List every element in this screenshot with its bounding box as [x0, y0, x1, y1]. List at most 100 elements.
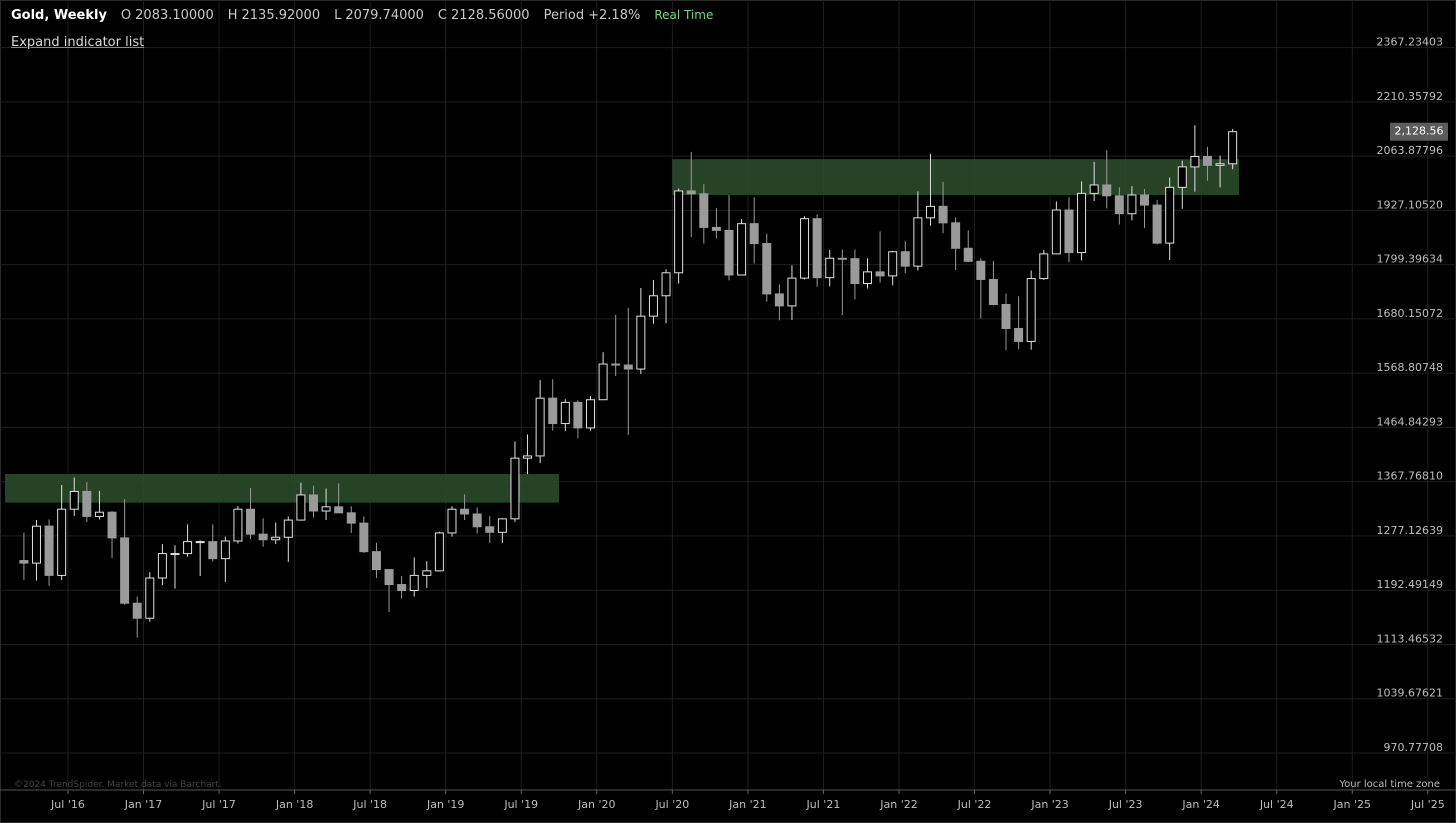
candle-body: [1177, 166, 1187, 188]
candle-body: [1190, 155, 1200, 168]
candle-body: [434, 532, 444, 572]
candle-body: [371, 551, 381, 571]
y-tick-label: 1464.84293: [1377, 415, 1443, 428]
x-tick-label: Jan '22: [879, 798, 917, 811]
x-tick-label: Jan '19: [426, 798, 464, 811]
ohlc-value: 2135.92000: [241, 8, 321, 23]
candle-body: [611, 363, 621, 366]
candle-body: [837, 257, 847, 260]
candle-body: [737, 223, 747, 276]
candle-body: [1039, 253, 1049, 280]
y-tick-label: 1192.49149: [1377, 578, 1443, 591]
ohlc-label: L: [334, 8, 342, 23]
candle-body: [1001, 303, 1011, 329]
candle-body: [573, 401, 583, 429]
x-tick-label: Jul '19: [503, 798, 538, 811]
x-tick-label: Jan '25: [1333, 798, 1371, 811]
x-tick-label: Jan '23: [1030, 798, 1068, 811]
candle-body: [585, 399, 595, 429]
ohlc-close: C 2128.56000: [438, 8, 530, 23]
ohlc-label: O: [120, 8, 132, 23]
candle-body: [145, 577, 155, 619]
candle-body: [296, 494, 306, 521]
candle-body: [674, 190, 684, 274]
candle-body: [711, 226, 721, 231]
y-tick-label: 1568.80748: [1377, 361, 1443, 374]
x-tick-label: Jan '17: [124, 798, 162, 811]
candle-body: [535, 397, 545, 457]
candle-body: [359, 522, 369, 553]
candle-body: [787, 277, 797, 307]
candle-body: [888, 251, 898, 277]
candle-body: [925, 205, 935, 219]
candle-body: [1077, 192, 1087, 254]
candle-body: [195, 541, 205, 544]
candle-body: [749, 223, 759, 245]
candle-body: [774, 293, 784, 307]
candle-body: [183, 541, 193, 555]
y-tick-label: 1277.12639: [1377, 524, 1443, 537]
candle-body: [170, 553, 180, 556]
candle-body: [346, 512, 356, 524]
y-tick-label: 1113.46532: [1377, 632, 1443, 645]
candle-body: [850, 258, 860, 285]
x-tick-label: Jul '21: [806, 798, 841, 811]
x-tick-label: Jul '25: [1410, 798, 1445, 811]
candle-body: [233, 508, 243, 542]
candle-body: [1089, 184, 1099, 194]
candle-body: [724, 229, 734, 276]
candle-body: [560, 401, 570, 425]
candle-body: [220, 540, 230, 560]
period: Period +2.18%: [544, 8, 641, 23]
candle-body: [1102, 184, 1112, 197]
candle-body: [1014, 327, 1024, 342]
y-tick-label: 1367.76810: [1377, 470, 1443, 483]
candle-body: [661, 272, 671, 297]
candle-body: [800, 218, 810, 279]
candle-body: [900, 251, 910, 267]
x-tick-label: Jul '23: [1108, 798, 1143, 811]
x-tick-label: Jul '20: [654, 798, 689, 811]
x-tick-label: Jan '24: [1181, 798, 1219, 811]
candle-body: [120, 537, 130, 604]
candle-body: [1152, 204, 1162, 244]
x-tick-label: Jul '16: [50, 798, 85, 811]
candle-body: [623, 364, 633, 370]
last-price-label: 2,128.56: [1395, 125, 1444, 138]
last-price-box: [1390, 122, 1448, 141]
x-tick-label: Jul '17: [201, 798, 236, 811]
candle-body: [1228, 131, 1238, 165]
candle-body: [1165, 186, 1175, 244]
x-tick-label: Jul '24: [1259, 798, 1294, 811]
ohlc-low: L 2079.74000: [334, 8, 424, 23]
candle-body: [1127, 194, 1137, 215]
x-tick-label: Jan '20: [577, 798, 615, 811]
candle-body: [988, 278, 998, 305]
candle-body: [409, 574, 419, 592]
candle-body: [598, 363, 608, 401]
ohlc-open: O 2083.10000: [121, 8, 214, 23]
candle-body: [1140, 194, 1150, 206]
candle-body: [447, 508, 457, 534]
candle-body: [157, 553, 167, 579]
expand-indicator-button[interactable]: Expand indicator list: [11, 35, 145, 50]
x-tick-label: Jan '21: [728, 798, 766, 811]
candle-body: [875, 271, 885, 277]
candle-body: [283, 519, 293, 538]
candle-body: [258, 533, 268, 541]
candle-body: [1051, 209, 1061, 255]
candle-body: [422, 570, 432, 576]
candle-body: [762, 243, 772, 295]
y-tick-label: 1039.67621: [1377, 687, 1443, 700]
price-zone: [672, 159, 1239, 195]
candle-body: [963, 247, 973, 262]
x-tick-label: Jul '18: [352, 798, 387, 811]
candle-body: [246, 508, 256, 535]
ohlc-value: 2128.56000: [451, 8, 530, 23]
candle-body: [548, 397, 558, 425]
candle-body: [1064, 209, 1074, 254]
candle-body: [132, 602, 142, 619]
candle-body: [497, 518, 507, 533]
